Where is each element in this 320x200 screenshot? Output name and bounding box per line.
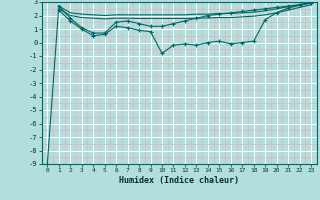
- X-axis label: Humidex (Indice chaleur): Humidex (Indice chaleur): [119, 176, 239, 185]
